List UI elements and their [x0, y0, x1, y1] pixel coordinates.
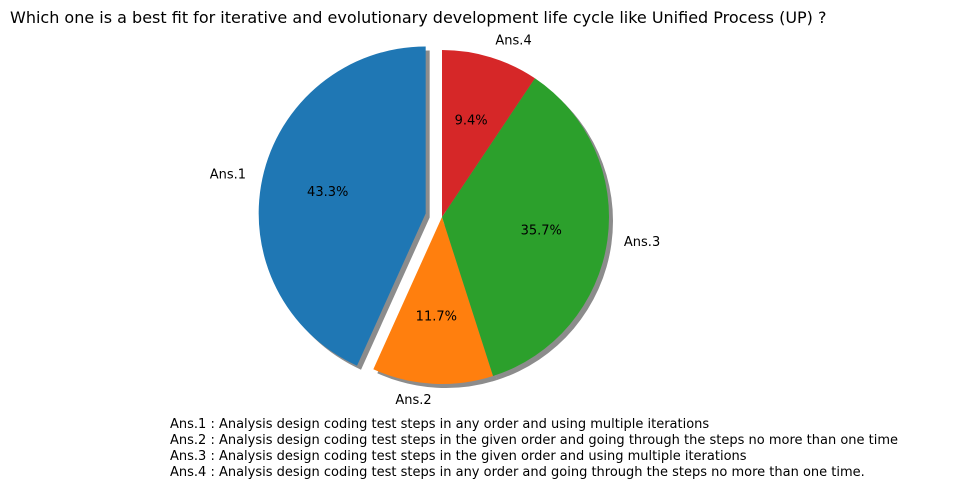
- answer-note-1: Ans.1 : Analysis design coding test step…: [170, 417, 898, 433]
- slice-layer: [259, 46, 609, 384]
- percent-label-ans-2: 11.7%: [416, 310, 457, 325]
- percent-label-ans-4: 9.4%: [455, 114, 488, 129]
- slice-label-ans-4: Ans.4: [495, 34, 531, 49]
- percent-label-ans-1: 43.3%: [307, 185, 348, 200]
- slice-label-ans-2: Ans.2: [395, 393, 431, 408]
- answer-note-2: Ans.2 : Analysis design coding test step…: [170, 433, 898, 449]
- slice-label-ans-3: Ans.3: [624, 235, 660, 250]
- answer-notes: Ans.1 : Analysis design coding test step…: [170, 417, 898, 481]
- answer-note-3: Ans.3 : Analysis design coding test step…: [170, 449, 898, 465]
- slice-label-ans-1: Ans.1: [210, 167, 246, 182]
- answer-note-4: Ans.4 : Analysis design coding test step…: [170, 465, 898, 481]
- percent-label-ans-3: 35.7%: [521, 223, 562, 238]
